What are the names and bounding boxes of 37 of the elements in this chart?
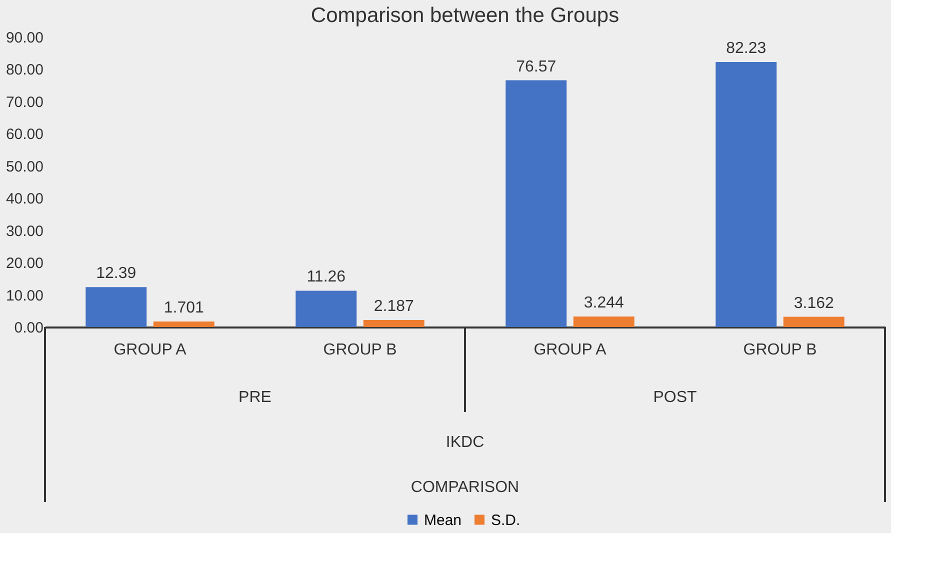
bar bbox=[716, 62, 777, 327]
x-tick-label: GROUP B bbox=[743, 342, 817, 358]
bar bbox=[506, 80, 567, 327]
legend-label: Mean bbox=[424, 512, 462, 529]
chart-title: Comparison between the Groups bbox=[310, 4, 620, 27]
data-label: 1.701 bbox=[164, 300, 204, 317]
data-label: 2.187 bbox=[374, 298, 414, 315]
y-tick-label: 10.00 bbox=[6, 287, 44, 304]
bar bbox=[86, 287, 147, 327]
data-label: 12.39 bbox=[96, 265, 136, 282]
x-tick-label: GROUP A bbox=[114, 342, 187, 358]
x-tick-label: GROUP B bbox=[323, 342, 397, 358]
bar bbox=[296, 290, 357, 327]
y-tick-label: 0.00 bbox=[14, 320, 44, 336]
legend-label: S.D. bbox=[491, 512, 520, 529]
bar bbox=[783, 316, 844, 327]
y-tick-label: 50.00 bbox=[6, 158, 44, 176]
y-tick-label: 80.00 bbox=[6, 62, 44, 79]
y-tick-label: 60.00 bbox=[6, 126, 44, 144]
y-tick-label: 90.00 bbox=[6, 30, 44, 46]
text: PRE bbox=[238, 389, 272, 406]
bar bbox=[363, 320, 424, 327]
y-tick-label: 40.00 bbox=[6, 190, 44, 208]
bar bbox=[153, 322, 214, 327]
bar bbox=[573, 316, 634, 327]
data-label: 3.162 bbox=[794, 294, 834, 312]
data-label: 82.23 bbox=[726, 40, 766, 58]
data-label: 76.57 bbox=[516, 58, 556, 76]
y-tick-label: 70.00 bbox=[6, 94, 44, 111]
y-tick-label: 20.00 bbox=[6, 255, 44, 272]
data-label: 11.26 bbox=[306, 268, 346, 286]
text: COMPARISON bbox=[410, 479, 520, 496]
text: IKDC bbox=[446, 434, 484, 451]
data-label: 3.244 bbox=[584, 294, 624, 312]
text: POST bbox=[653, 389, 698, 406]
x-tick-label: GROUP A bbox=[534, 342, 607, 358]
y-tick-label: 30.00 bbox=[6, 222, 44, 240]
